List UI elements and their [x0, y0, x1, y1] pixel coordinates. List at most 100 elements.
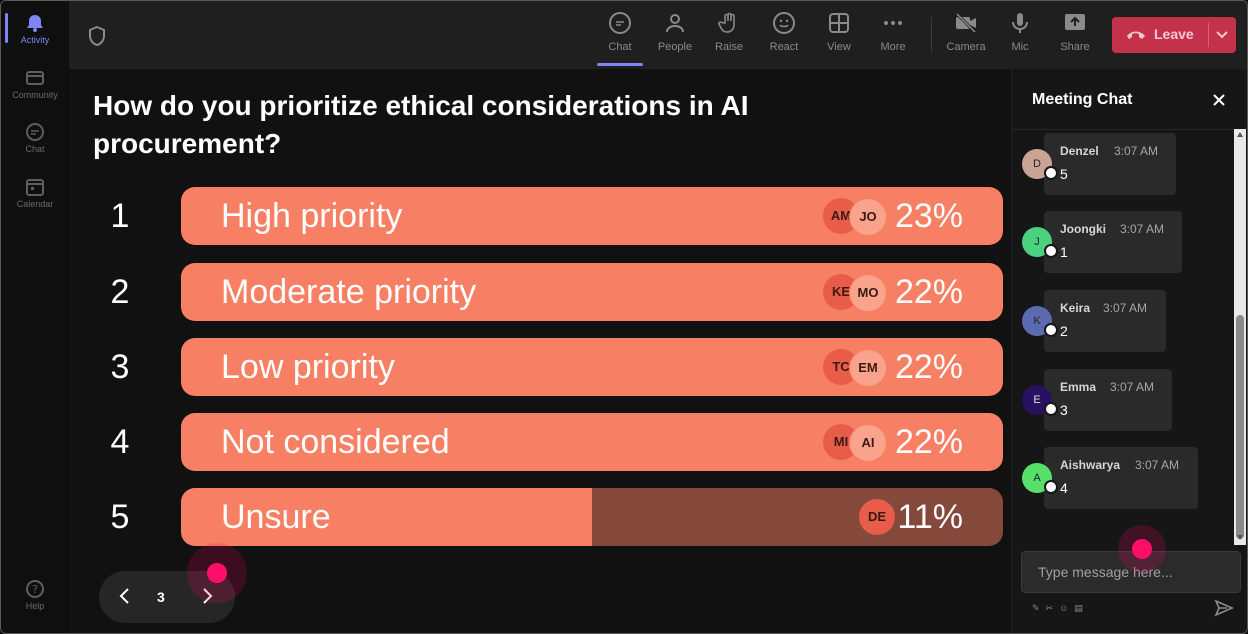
help-icon: ?: [26, 580, 44, 598]
avatar: EM: [849, 349, 887, 387]
message-bubble: Emma 3:07 AM 3: [1044, 369, 1172, 431]
scroll-up-arrow-icon[interactable]: [1237, 132, 1243, 137]
sender-name: Denzel: [1060, 144, 1099, 158]
view-button[interactable]: View: [814, 11, 864, 53]
option-number: 3: [110, 348, 130, 386]
scrollbar-thumb[interactable]: [1236, 315, 1244, 539]
presence-indicator: [1044, 480, 1058, 494]
people-button-label: People: [657, 41, 693, 53]
svg-text:?: ?: [32, 583, 38, 596]
option-bar[interactable]: Moderate priority KE MO 22%: [181, 263, 1003, 321]
option-bar-fill: [181, 488, 592, 546]
people-button[interactable]: People: [650, 11, 700, 53]
option-bar[interactable]: Unsure DE 11%: [181, 488, 1003, 546]
option-percent: 22%: [894, 273, 963, 311]
message-bubble: Denzel 3:07 AM 5: [1044, 133, 1176, 195]
gif-icon[interactable]: ▤: [1074, 603, 1083, 613]
close-icon[interactable]: [1212, 93, 1226, 107]
share-button-label: Share: [1060, 41, 1090, 53]
message-bubble: Keira 3:07 AM 2: [1044, 290, 1166, 352]
mic-icon: [1012, 13, 1028, 33]
compose-tools: ✎ ✂ ☺ ▤: [1032, 603, 1089, 614]
poll-stage: How do you prioritize ethical considerat…: [69, 69, 1011, 633]
rail-item-label: Calendar: [16, 199, 54, 209]
option-label: Not considered: [221, 423, 450, 461]
format-icon[interactable]: ✎: [1032, 603, 1040, 613]
mic-button[interactable]: Mic: [995, 11, 1045, 53]
poll-option[interactable]: 4 Not considered MI AI 22%: [93, 413, 1003, 471]
share-button[interactable]: Share: [1050, 11, 1100, 53]
poll-option[interactable]: 5 Unsure DE 11%: [93, 488, 1003, 546]
raise-hand-icon: [718, 12, 735, 33]
chevron-right-icon[interactable]: [199, 587, 215, 605]
message-input[interactable]: [1022, 552, 1238, 592]
calendar-icon: [26, 179, 44, 196]
option-percent: 11%: [897, 498, 963, 536]
page-number: 3: [157, 589, 165, 605]
message-text: 5: [1060, 166, 1068, 182]
option-number: 5: [110, 498, 130, 536]
rail-item-community[interactable]: Community: [1, 68, 69, 100]
poll-question: How do you prioritize ethical considerat…: [93, 90, 749, 159]
hang-up-icon: [1127, 31, 1145, 39]
option-number: 2: [110, 273, 130, 311]
rail-active-indicator: [5, 13, 8, 43]
message-text: 1: [1060, 244, 1068, 260]
more-button[interactable]: More: [868, 11, 918, 53]
community-icon: [26, 71, 44, 85]
chevron-down-icon[interactable]: [1215, 27, 1229, 41]
shield-icon[interactable]: [87, 25, 107, 47]
chat-button-label: Chat: [608, 41, 632, 53]
option-label: High priority: [221, 197, 403, 235]
raise-button[interactable]: Raise: [704, 11, 754, 53]
camera-button[interactable]: Camera: [941, 11, 991, 53]
chat-title: Meeting Chat: [1032, 91, 1133, 108]
rail-item-activity[interactable]: Activity: [1, 13, 69, 45]
poll-option[interactable]: 2 Moderate priority KE MO 22%: [93, 263, 1003, 321]
message-time: 3:07 AM: [1114, 144, 1159, 158]
poll-option[interactable]: 3 Low priority TC EM 22%: [93, 338, 1003, 396]
view-grid-icon: [829, 13, 849, 33]
mic-button-label: Mic: [1011, 41, 1029, 53]
view-button-label: View: [827, 41, 851, 53]
rail-item-help[interactable]: ? Help: [1, 579, 69, 611]
emoji-icon[interactable]: ☺: [1059, 603, 1069, 613]
share-icon: [1065, 14, 1085, 30]
poll-option[interactable]: 1 High priority AM JO 23%: [93, 187, 1003, 245]
presence-indicator: [1044, 402, 1058, 416]
message-time: 3:07 AM: [1110, 380, 1155, 394]
rail-item-label: Activity: [20, 35, 50, 45]
option-label: Moderate priority: [221, 273, 477, 311]
chat-button[interactable]: Chat: [595, 11, 645, 53]
presence-indicator: [1044, 244, 1058, 258]
presence-indicator: [1044, 323, 1058, 337]
option-bar[interactable]: Low priority TC EM 22%: [181, 338, 1003, 396]
raise-button-label: Raise: [714, 41, 744, 53]
chat-active-indicator: [597, 63, 643, 66]
bell-icon: [27, 15, 43, 32]
option-percent: 23%: [894, 197, 963, 235]
app-rail: Activity Community Chat Calendar ? Help: [1, 1, 70, 633]
option-label: Low priority: [221, 348, 395, 386]
leave-button-label: Leave: [1154, 26, 1194, 42]
message-compose-box[interactable]: [1021, 551, 1241, 593]
chat-icon: [26, 123, 44, 141]
react-button[interactable]: React: [759, 11, 809, 53]
rail-item-calendar[interactable]: Calendar: [1, 177, 69, 209]
option-bar[interactable]: Not considered MI AI 22%: [181, 413, 1003, 471]
option-percent: 22%: [894, 423, 963, 461]
rail-item-chat[interactable]: Chat: [1, 122, 69, 154]
leave-button[interactable]: Leave: [1112, 17, 1236, 53]
meeting-chat-panel: Meeting Chat Denzel 3:07 AM 5 D Joongki …: [1011, 69, 1247, 633]
chat-icon: [609, 12, 631, 34]
people-icon: [666, 14, 684, 33]
sender-name: Aishwarya: [1060, 458, 1121, 472]
toolbar-divider: [931, 17, 932, 53]
chevron-left-icon[interactable]: [117, 587, 133, 605]
attach-icon[interactable]: ✂: [1045, 603, 1054, 613]
send-icon[interactable]: [1214, 599, 1234, 617]
chat-scrollbar[interactable]: [1234, 129, 1246, 545]
option-bar[interactable]: High priority AM JO 23%: [181, 187, 1003, 245]
scroll-down-arrow-icon[interactable]: [1237, 535, 1243, 540]
